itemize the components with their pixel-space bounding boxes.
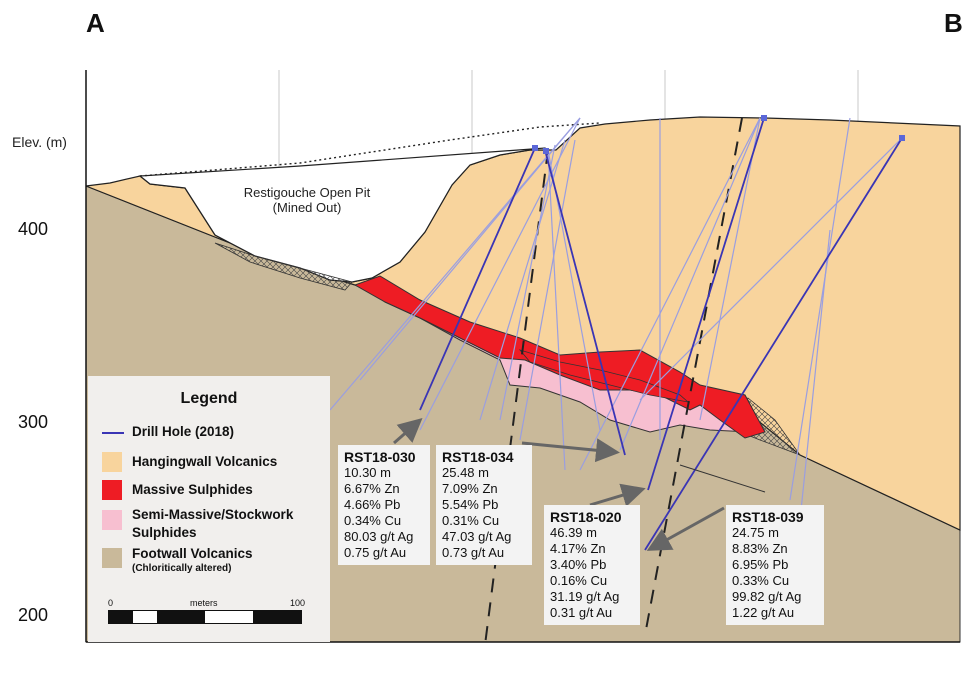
collars	[532, 115, 905, 154]
drill-hole-rst18-039	[644, 137, 903, 551]
legend: Legend Drill Hole (2018) Hangingwall Vol…	[88, 376, 330, 642]
callout-line: 31.19 g/t Ag	[550, 589, 620, 604]
callout-title: RST18-039	[732, 509, 804, 525]
elevation-tick-300: 300	[18, 412, 49, 432]
footwall-contact	[679, 464, 766, 493]
drill-holes-2018	[419, 117, 903, 551]
legend-label: Drill Hole (2018)	[132, 424, 235, 439]
callout-title: RST18-020	[550, 509, 622, 525]
section-start-label: A	[86, 8, 105, 38]
elevation-tick-200: 200	[18, 605, 49, 625]
callout-line: 0.31% Cu	[442, 513, 500, 528]
callout-line: 46.39 m	[550, 525, 597, 540]
arrow-rst18-039	[646, 506, 725, 551]
legend-label-line2: Sulphides	[132, 525, 197, 540]
callout-line: 0.75 g/t Au	[344, 545, 407, 560]
callout-line: 6.95% Pb	[732, 557, 789, 572]
callout-rst18-039: RST18-039 24.75 m 8.83% Zn 6.95% Pb 0.33…	[726, 505, 824, 625]
scale-end: 100	[290, 598, 306, 608]
scale-unit: meters	[190, 598, 218, 608]
arrow-rst18-030	[393, 418, 423, 445]
massive-sulphides-swatch	[102, 480, 122, 500]
scale-track	[108, 610, 302, 624]
legend-label: Hangingwall Volcanics	[132, 454, 278, 469]
drill-hole-rst18-020	[647, 117, 765, 491]
section-end-label: B	[944, 8, 963, 38]
elevation-tick-400: 400	[18, 219, 49, 239]
callout-line: 0.16% Cu	[550, 573, 608, 588]
callout-rst18-020: RST18-020 46.39 m 4.17% Zn 3.40% Pb 0.16…	[544, 505, 640, 625]
callout-line: 0.33% Cu	[732, 573, 790, 588]
semi-massive-swatch	[102, 510, 122, 530]
legend-title: Legend	[180, 390, 238, 407]
massive-sulphides	[353, 275, 766, 439]
callout-line: 5.54% Pb	[442, 497, 499, 512]
legend-label: Massive Sulphides	[132, 482, 253, 497]
callout-line: 0.31 g/t Au	[550, 605, 613, 620]
callout-line: 8.83% Zn	[732, 541, 788, 556]
legend-sublabel: (Chloritically altered)	[132, 563, 232, 574]
drill-hole-rst18-030	[419, 147, 536, 411]
drill-hole-swatch	[102, 432, 124, 434]
drill-hole-rst18-034	[544, 149, 626, 456]
callout-line: 80.03 g/t Ag	[344, 529, 414, 544]
callout-title: RST18-030	[344, 449, 416, 465]
pit-label-line2: (Mined Out)	[272, 200, 342, 215]
scale-start: 0	[108, 598, 114, 608]
historic-drill-holes	[329, 117, 901, 521]
pit-label-line1: Restigouche Open Pit	[243, 185, 371, 200]
callout-line: 7.09% Zn	[442, 481, 498, 496]
callout-arrows	[393, 418, 725, 551]
legend-label: Semi-Massive/Stockwork	[132, 507, 294, 522]
pit-label: Restigouche Open Pit (Mined Out)	[237, 185, 377, 215]
callout-line: 99.82 g/t Ag	[732, 589, 802, 604]
callout-line: 3.40% Pb	[550, 557, 607, 572]
callout-line: 25.48 m	[442, 465, 489, 480]
callout-line: 6.67% Zn	[344, 481, 400, 496]
callout-rst18-030: RST18-030 10.30 m 6.67% Zn 4.66% Pb 0.34…	[338, 445, 430, 565]
callout-line: 1.22 g/t Au	[732, 605, 795, 620]
callout-line: 24.75 m	[732, 525, 779, 540]
scale-bar: 0 meters 100	[108, 598, 306, 628]
callout-line: 10.30 m	[344, 465, 391, 480]
footwall-swatch	[102, 548, 122, 568]
arrow-rst18-020	[589, 483, 646, 507]
callout-rst18-034: RST18-034 25.48 m 7.09% Zn 5.54% Pb 0.31…	[436, 445, 532, 565]
callout-line: 0.73 g/t Au	[442, 545, 505, 560]
callout-line: 4.66% Pb	[344, 497, 401, 512]
callout-line: 0.34% Cu	[344, 513, 402, 528]
hangingwall-swatch	[102, 452, 122, 472]
callout-line: 47.03 g/t Ag	[442, 529, 512, 544]
fill-zone-left	[214, 242, 353, 291]
callout-title: RST18-034	[442, 449, 514, 465]
callout-line: 4.17% Zn	[550, 541, 606, 556]
arrow-rst18-034	[521, 438, 620, 463]
legend-label: Footwall Volcanics	[132, 546, 253, 561]
elevation-axis-label: Elev. (m)	[12, 134, 67, 150]
